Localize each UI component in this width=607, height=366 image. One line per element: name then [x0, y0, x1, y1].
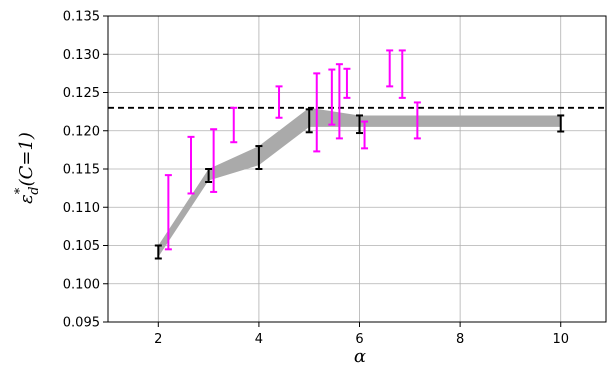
errorbar-magenta: [313, 72, 321, 153]
errorbar-black: [205, 168, 213, 184]
y-tick-label: 0.125: [63, 86, 100, 101]
errorbar-black: [255, 145, 263, 170]
x-tick-label: 8: [456, 332, 464, 347]
errorbar-black: [557, 114, 565, 133]
y-axis-label-base: ε: [16, 194, 37, 204]
confidence-band: [158, 107, 561, 257]
grid-layer: [108, 15, 606, 323]
y-tick-label: 0.100: [63, 277, 100, 292]
x-tick-label: 10: [552, 332, 569, 347]
band-layer: [158, 107, 561, 257]
errorbar-magenta: [343, 67, 351, 99]
errorbar-magenta: [413, 101, 421, 140]
tick-layer: 2 4 6 8 10 0.095 0.100 0.105 0.110 0.115 0.120 0.12…: [63, 10, 569, 348]
y-tick-label: 0.115: [63, 163, 100, 178]
x-tick-label: 6: [355, 332, 363, 347]
errorbar-magenta: [335, 63, 343, 140]
y-tick-label: 0.135: [63, 10, 100, 25]
errorbar-black: [356, 114, 364, 135]
x-tick-label: 4: [255, 332, 263, 347]
errorbar-magenta: [328, 68, 336, 126]
y-axis-label-tail: (C=1): [16, 132, 37, 186]
errorbar-magenta: [275, 85, 283, 119]
y-tick-label: 0.105: [63, 239, 100, 254]
y-tick-label: 0.110: [63, 201, 100, 216]
y-axis-label-sub: d: [27, 186, 42, 194]
errorbar-magenta: [164, 174, 172, 251]
errorbar-magenta: [361, 120, 369, 150]
y-tick-label: 0.120: [63, 124, 100, 139]
y-tick-label: 0.095: [63, 316, 100, 331]
errorbar-magenta: [398, 49, 406, 99]
errorbar-black: [305, 108, 313, 134]
x-tick-label: 2: [154, 332, 162, 347]
errorbar-magenta: [210, 128, 218, 193]
y-axis-label: ε*d(C=1): [13, 132, 42, 204]
errorbar-black: [154, 244, 162, 260]
errorbar-magenta: [386, 49, 394, 88]
y-tick-label: 0.130: [63, 48, 100, 63]
errorbar-layer: [154, 49, 565, 260]
y-axis-label-sup: *: [13, 187, 28, 194]
errorbar-magenta: [230, 106, 238, 144]
errorbar-magenta: [187, 135, 195, 195]
x-axis-label: α: [354, 346, 366, 366]
